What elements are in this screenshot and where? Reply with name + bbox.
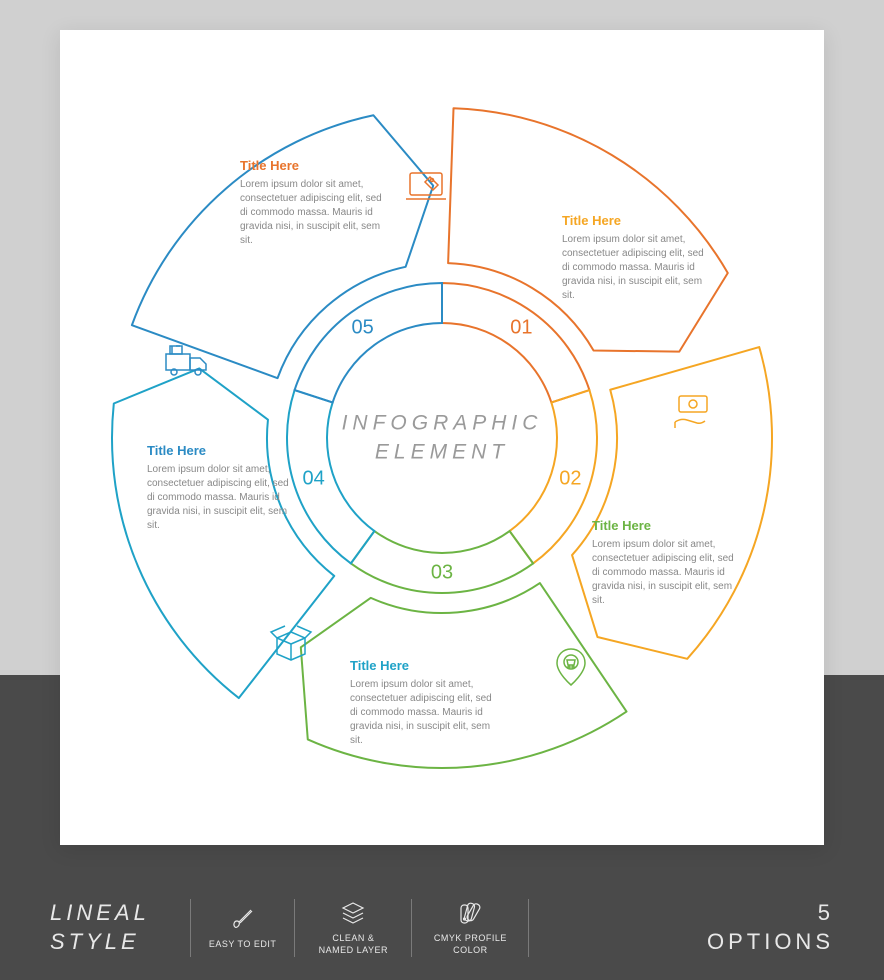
segment-text-block: Title Here Lorem ipsum dolor sit amet, co… <box>592 518 742 608</box>
segment-body: Lorem ipsum dolor sit amet, consectetuer… <box>562 233 712 303</box>
segment-number: 03 <box>431 561 453 584</box>
segment-text-block: Title Here Lorem ipsum dolor sit amet, co… <box>147 443 297 533</box>
footer-left-line2: STYLE <box>50 928 150 957</box>
footer-item-label: CLEAN & NAMED LAYER <box>313 933 393 956</box>
hand-cash-icon <box>667 388 715 436</box>
inner-ring-segment <box>295 283 442 402</box>
segment-text-block: Title Here Lorem ipsum dolor sit amet, co… <box>350 658 500 748</box>
center-line1: INFOGRAPHIC <box>342 408 543 437</box>
footer-item-layers: CLEAN & NAMED LAYER <box>295 898 411 958</box>
infographic-card: INFOGRAPHIC ELEMENT 01 02 03 04 05 Title Her… <box>60 30 824 845</box>
footer-right-line1: 5 <box>707 899 834 928</box>
segment-number: 04 <box>302 468 324 491</box>
footer-item-label: CMYK PROFILE COLOR <box>430 933 510 956</box>
segment-number: 01 <box>510 317 532 340</box>
laptop-tag-icon <box>402 163 450 211</box>
footer-item-label: EASY TO EDIT <box>209 939 277 951</box>
footer-right-line2: OPTIONS <box>707 928 834 957</box>
segment-title: Title Here <box>562 213 712 228</box>
center-line2: ELEMENT <box>342 438 543 467</box>
footer-right-label: 5 OPTIONS <box>707 899 834 956</box>
circular-diagram: INFOGRAPHIC ELEMENT 01 02 03 04 05 Title Her… <box>92 88 792 788</box>
footer-item-edit: EASY TO EDIT <box>191 898 295 958</box>
segment-text-block: Title Here Lorem ipsum dolor sit amet, co… <box>240 158 390 248</box>
segment-title: Title Here <box>240 158 390 173</box>
footer-bar: LINEAL STYLE EASY TO EDIT CLEAN & NAMED … <box>0 875 884 980</box>
segment-body: Lorem ipsum dolor sit amet, consectetuer… <box>592 538 742 608</box>
segment-text-block: Title Here Lorem ipsum dolor sit amet, co… <box>562 213 712 303</box>
open-box-icon <box>267 618 315 666</box>
center-title: INFOGRAPHIC ELEMENT <box>342 408 543 467</box>
brush-icon <box>229 905 257 933</box>
segment-body: Lorem ipsum dolor sit amet, consectetuer… <box>147 463 297 533</box>
footer-item-swatch: CMYK PROFILE COLOR <box>412 898 528 958</box>
segment-number: 02 <box>559 468 581 491</box>
segment-number: 05 <box>352 317 374 340</box>
swatch-icon <box>456 899 484 927</box>
segment-title: Title Here <box>592 518 742 533</box>
footer-left-label: LINEAL STYLE <box>50 899 150 956</box>
delivery-truck-icon <box>162 338 210 386</box>
footer-left-line1: LINEAL <box>50 899 150 928</box>
segment-title: Title Here <box>350 658 500 673</box>
segment-body: Lorem ipsum dolor sit amet, consectetuer… <box>350 678 500 748</box>
segment-body: Lorem ipsum dolor sit amet, consectetuer… <box>240 178 390 248</box>
footer-divider <box>528 899 529 957</box>
segment-title: Title Here <box>147 443 297 458</box>
pin-cart-icon <box>547 643 595 691</box>
layers-icon <box>339 899 367 927</box>
